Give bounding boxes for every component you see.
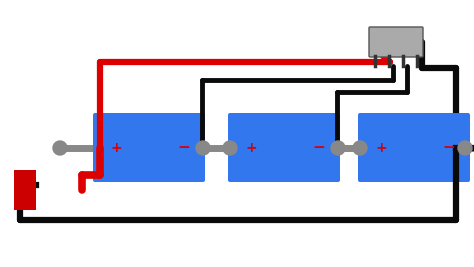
Text: −: −	[312, 140, 325, 155]
FancyBboxPatch shape	[93, 113, 205, 182]
Text: −: −	[442, 140, 455, 155]
Circle shape	[331, 141, 345, 155]
FancyBboxPatch shape	[228, 113, 340, 182]
FancyBboxPatch shape	[369, 27, 423, 57]
Circle shape	[353, 141, 367, 155]
Text: +: +	[111, 140, 122, 155]
Circle shape	[458, 141, 472, 155]
Bar	[14, 170, 36, 210]
Text: −: −	[177, 140, 190, 155]
Circle shape	[53, 141, 67, 155]
Circle shape	[223, 141, 237, 155]
Text: +: +	[376, 140, 387, 155]
FancyBboxPatch shape	[358, 113, 470, 182]
Circle shape	[196, 141, 210, 155]
Text: +: +	[246, 140, 257, 155]
